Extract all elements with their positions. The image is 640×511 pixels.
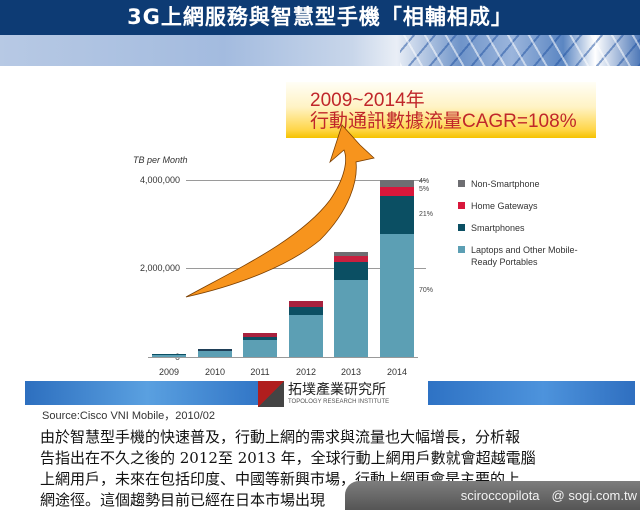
x-tick: 2014 [386, 367, 408, 377]
topology-logo-icon [258, 381, 284, 407]
bar-2011 [243, 333, 277, 357]
x-tick: 2010 [204, 367, 226, 377]
logo-name-cn: 拓墣產業研究所 [288, 382, 386, 398]
bar-2010 [198, 349, 232, 357]
globe-graphic [400, 35, 640, 66]
chart-legend: Non-Smartphone Home Gateways Smartphones… [458, 178, 601, 278]
gridline [186, 180, 426, 181]
legend-label: Non-Smartphone [471, 179, 540, 189]
body-line: 告指出在不久之後的 2012至 2013 年，全球行動上網用戶數就會超越電腦 [40, 449, 536, 467]
legend-item: Smartphones [458, 222, 601, 234]
legend-item: Home Gateways [458, 200, 601, 212]
legend-item: Non-Smartphone [458, 178, 601, 190]
watermark-user: sciroccopilota [460, 488, 540, 503]
cagr-period: 2009~2014年 [310, 90, 425, 111]
bar-2009 [152, 354, 186, 357]
pct-label-smartphones: 21% [419, 211, 434, 218]
legend-label: Home Gateways [471, 201, 538, 211]
pct-label-non-smartphone: 4% [419, 178, 430, 185]
bar-2013 [334, 252, 368, 357]
body-line: 由於智慧型手機的快速普及，行動上網的需求與流量也大幅增長，分析報 [40, 428, 521, 446]
legend-swatch-icon [458, 202, 465, 209]
legend-label: Smartphones [471, 223, 525, 233]
cagr-callout-box [286, 82, 596, 138]
gridline [186, 268, 426, 269]
legend-swatch-icon [458, 246, 465, 253]
y-tick: 4,000,000 [139, 175, 180, 185]
x-tick: 2013 [340, 367, 362, 377]
legend-label: Laptops and Other Mobile-Ready Portables [471, 245, 578, 267]
slide-title: 3G上網服務與智慧型手機「相輔相成」 [0, 0, 640, 35]
source-note: Source:Cisco VNI Mobile，2010/02 [42, 410, 216, 422]
x-axis-line [148, 357, 418, 358]
x-tick: 2012 [295, 367, 317, 377]
cagr-value: 行動通訊數據流量CAGR=108% [310, 111, 577, 132]
legend-swatch-icon [458, 180, 465, 187]
bar-2014 [380, 180, 414, 357]
body-line: 網途徑。這個趨勢目前已經在日本市場出現 [40, 491, 326, 509]
topology-logo: 拓墣產業研究所 TOPOLOGY RESEARCH INSTITUTE [258, 379, 428, 409]
y-tick: 2,000,000 [139, 263, 180, 273]
logo-name-en: TOPOLOGY RESEARCH INSTITUTE [288, 399, 390, 405]
legend-item: Laptops and Other Mobile-Ready Portables [458, 244, 601, 268]
legend-swatch-icon [458, 224, 465, 231]
watermark-site: @ sogi.com.tw [551, 488, 637, 503]
x-tick: 2009 [158, 367, 180, 377]
header-banner [0, 35, 640, 66]
pct-label-laptops: 70% [419, 287, 434, 294]
x-tick: 2011 [250, 367, 270, 377]
watermark: sciroccopilota @ sogi.com.tw [345, 481, 640, 510]
pct-label-home-gateways: 5% [419, 186, 430, 193]
y-axis-title: TB per Month [133, 155, 188, 165]
bar-2012 [289, 301, 323, 357]
